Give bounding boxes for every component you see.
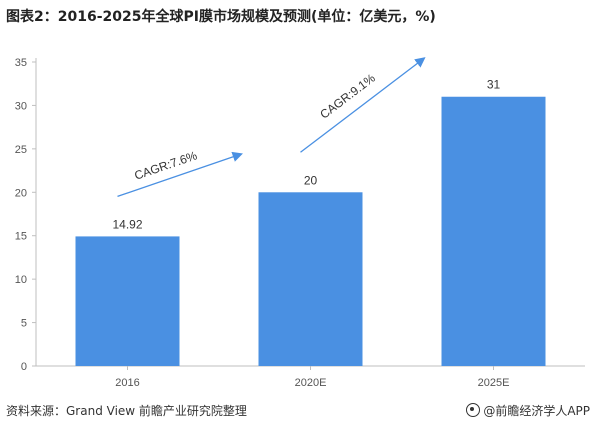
y-tick-label: 20: [15, 187, 27, 199]
x-tick-label: 2020E: [295, 377, 327, 389]
footer: 资料来源：Grand View 前瞻产业研究院整理 @前瞻经济学人APP: [6, 402, 594, 432]
y-tick-label: 30: [15, 100, 27, 112]
y-tick-label: 0: [21, 361, 27, 373]
bar-2020E: [258, 192, 363, 366]
y-tick-label: 5: [21, 318, 27, 330]
chart-title: 图表2：2016-2025年全球PI膜市场规模及预测(单位：亿美元，%): [6, 9, 436, 25]
y-tick-label: 25: [15, 144, 27, 156]
cagr-label: CAGR:7.6%: [133, 148, 200, 183]
y-tick-label: 35: [15, 57, 27, 69]
data-label: 31: [487, 78, 501, 92]
data-label: 20: [304, 173, 318, 187]
x-tick-label: 2025E: [478, 377, 510, 389]
y-tick-label: 10: [15, 274, 27, 286]
data-label: 14.92: [112, 217, 142, 231]
bar-2016: [75, 236, 180, 366]
bar-2025E: [441, 96, 546, 366]
brand-label: @前瞻经济学人APP: [483, 404, 590, 418]
brand-credit: @前瞻经济学人APP: [466, 402, 590, 419]
brand-logo-icon: [466, 403, 481, 417]
x-tick-label: 2016: [115, 377, 139, 389]
cagr-arrow: [300, 57, 426, 153]
cagr-arrow: [117, 151, 243, 198]
cagr-label: CAGR:9.1%: [317, 71, 378, 122]
y-tick-label: 15: [15, 231, 27, 243]
source-note: 资料来源：Grand View 前瞻产业研究院整理: [6, 404, 247, 418]
